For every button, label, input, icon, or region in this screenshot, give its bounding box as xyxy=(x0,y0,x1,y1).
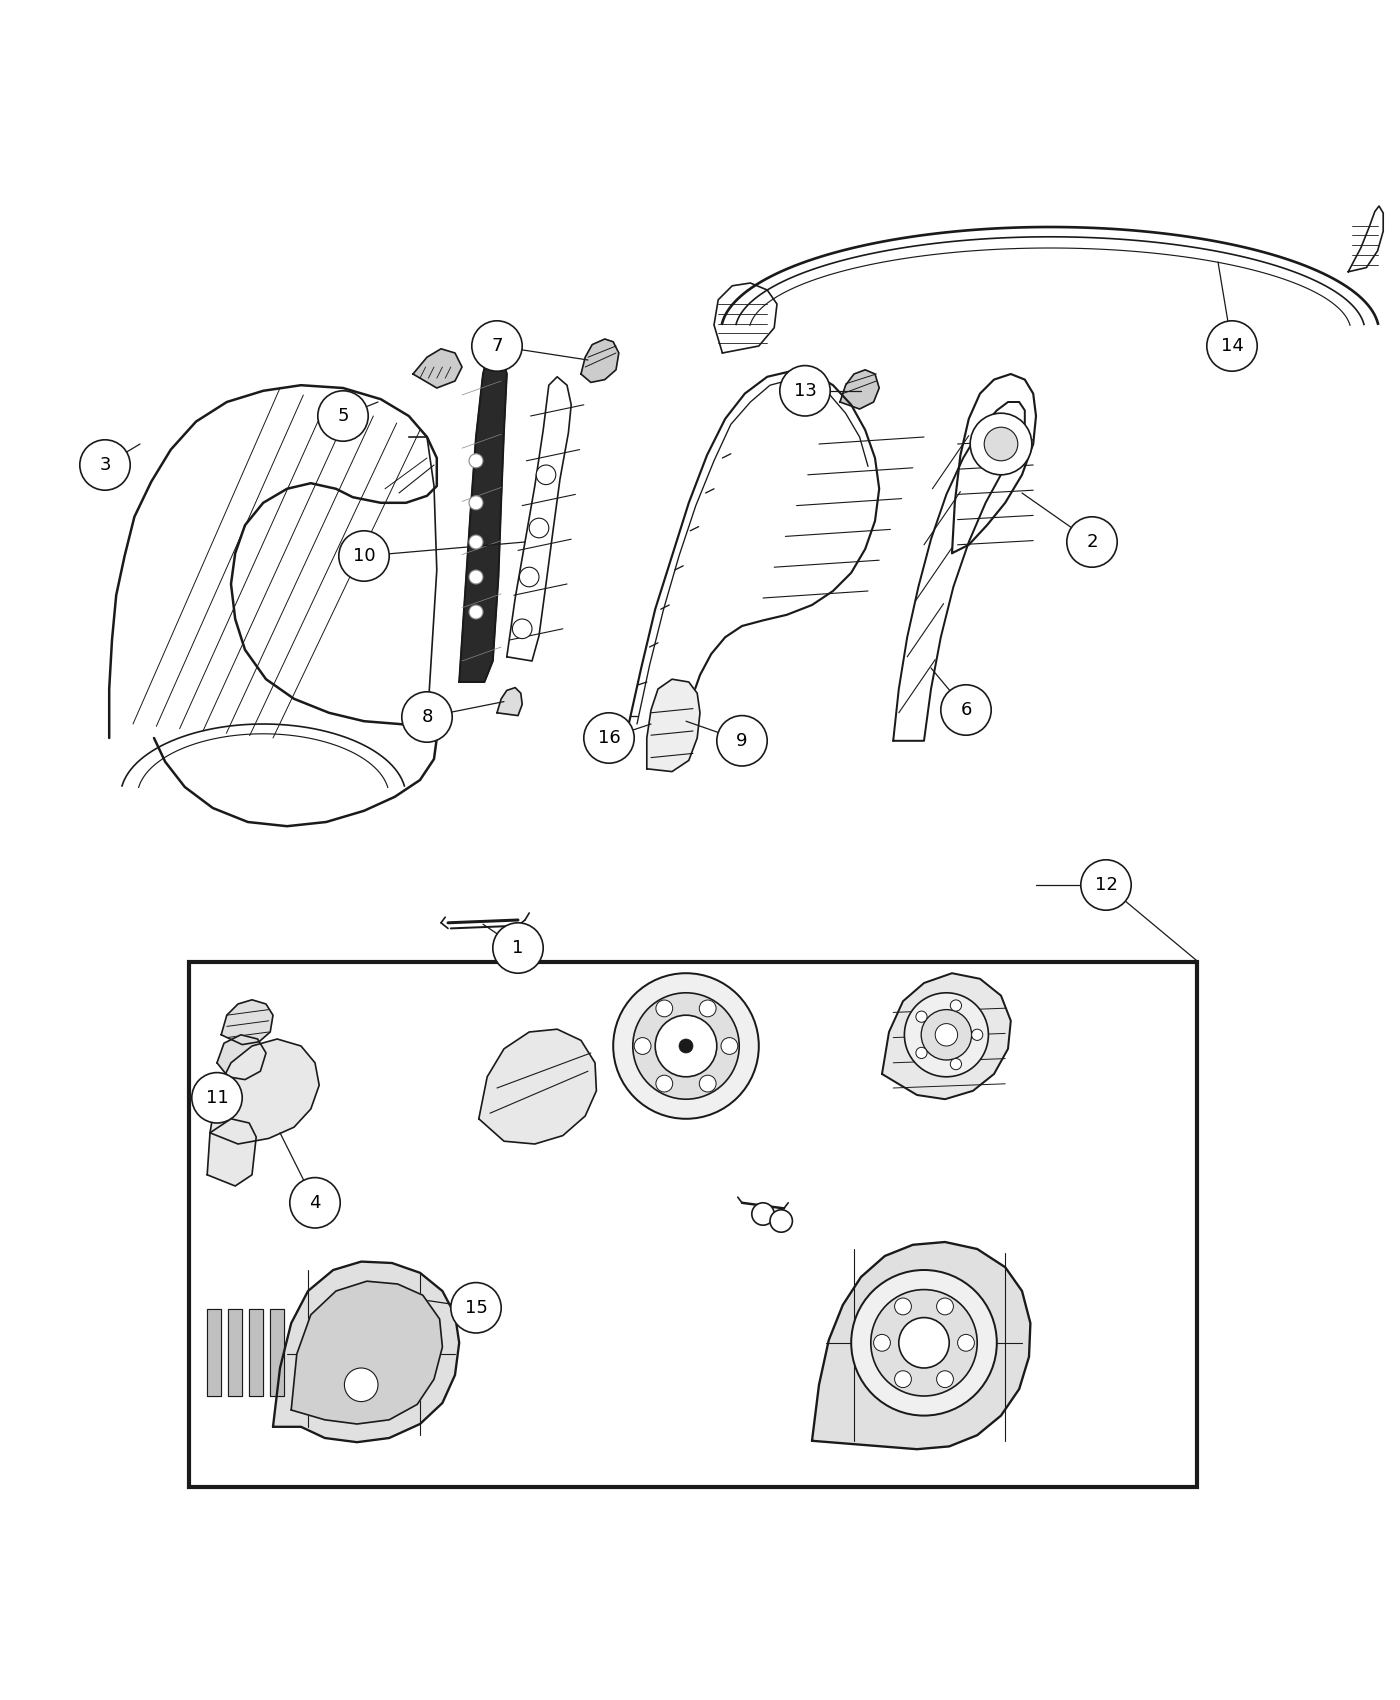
Circle shape xyxy=(937,1299,953,1314)
Polygon shape xyxy=(207,1309,221,1396)
Circle shape xyxy=(469,570,483,585)
Polygon shape xyxy=(413,348,462,388)
Circle shape xyxy=(958,1334,974,1352)
Text: 2: 2 xyxy=(1086,534,1098,551)
Circle shape xyxy=(951,1000,962,1011)
Circle shape xyxy=(536,466,556,484)
Circle shape xyxy=(318,391,368,442)
Text: 4: 4 xyxy=(309,1193,321,1212)
Polygon shape xyxy=(581,338,619,382)
Text: 15: 15 xyxy=(465,1299,487,1318)
Text: 6: 6 xyxy=(960,700,972,719)
Circle shape xyxy=(916,1047,927,1059)
Circle shape xyxy=(469,454,483,468)
Circle shape xyxy=(512,619,532,639)
Circle shape xyxy=(192,1073,242,1124)
Circle shape xyxy=(937,1370,953,1387)
Polygon shape xyxy=(207,1119,256,1187)
Polygon shape xyxy=(217,1035,266,1080)
Circle shape xyxy=(469,605,483,619)
Circle shape xyxy=(935,1023,958,1046)
Circle shape xyxy=(941,685,991,734)
Circle shape xyxy=(984,427,1018,461)
FancyBboxPatch shape xyxy=(189,962,1197,1488)
Circle shape xyxy=(493,923,543,972)
Circle shape xyxy=(972,1028,983,1040)
Text: 13: 13 xyxy=(794,382,816,399)
Text: 12: 12 xyxy=(1095,876,1117,894)
Text: 1: 1 xyxy=(512,938,524,957)
Circle shape xyxy=(721,1037,738,1054)
Polygon shape xyxy=(840,371,879,410)
Polygon shape xyxy=(497,687,522,716)
Circle shape xyxy=(951,1059,962,1069)
Text: 11: 11 xyxy=(206,1088,228,1107)
Polygon shape xyxy=(1348,206,1383,272)
Polygon shape xyxy=(952,374,1036,552)
Text: 8: 8 xyxy=(421,707,433,726)
Circle shape xyxy=(519,568,539,586)
Circle shape xyxy=(469,536,483,549)
Circle shape xyxy=(770,1210,792,1232)
Circle shape xyxy=(780,366,830,416)
Circle shape xyxy=(921,1010,972,1061)
Polygon shape xyxy=(291,1282,442,1425)
Circle shape xyxy=(1081,860,1131,910)
Text: 14: 14 xyxy=(1221,337,1243,355)
Polygon shape xyxy=(210,1039,319,1144)
Polygon shape xyxy=(270,1309,284,1396)
Polygon shape xyxy=(221,1000,273,1044)
Circle shape xyxy=(899,1318,949,1368)
Circle shape xyxy=(634,1037,651,1054)
Circle shape xyxy=(613,972,759,1119)
Circle shape xyxy=(904,993,988,1076)
Circle shape xyxy=(655,1000,672,1017)
Circle shape xyxy=(895,1299,911,1314)
Text: 16: 16 xyxy=(598,729,620,746)
Circle shape xyxy=(655,1074,672,1091)
Circle shape xyxy=(970,413,1032,474)
Polygon shape xyxy=(714,282,777,354)
Circle shape xyxy=(402,692,452,743)
Circle shape xyxy=(655,1015,717,1076)
Polygon shape xyxy=(647,680,700,772)
Circle shape xyxy=(1207,321,1257,371)
Polygon shape xyxy=(812,1243,1030,1448)
Circle shape xyxy=(451,1282,501,1333)
Circle shape xyxy=(699,1000,715,1017)
Circle shape xyxy=(752,1204,774,1226)
Circle shape xyxy=(290,1178,340,1227)
Polygon shape xyxy=(249,1309,263,1396)
Circle shape xyxy=(699,1074,715,1091)
Circle shape xyxy=(469,496,483,510)
Text: 10: 10 xyxy=(353,547,375,564)
Circle shape xyxy=(916,1012,927,1022)
Polygon shape xyxy=(882,972,1011,1100)
Circle shape xyxy=(871,1290,977,1396)
Circle shape xyxy=(717,716,767,767)
Text: 5: 5 xyxy=(337,406,349,425)
Circle shape xyxy=(339,530,389,581)
Circle shape xyxy=(472,321,522,371)
Polygon shape xyxy=(273,1261,459,1442)
Text: 3: 3 xyxy=(99,456,111,474)
Polygon shape xyxy=(479,1028,596,1144)
Circle shape xyxy=(851,1270,997,1416)
Circle shape xyxy=(679,1039,693,1052)
Circle shape xyxy=(895,1370,911,1387)
Circle shape xyxy=(584,712,634,763)
Polygon shape xyxy=(893,401,1025,741)
Circle shape xyxy=(80,440,130,490)
Polygon shape xyxy=(459,347,507,682)
Circle shape xyxy=(874,1334,890,1352)
Text: 7: 7 xyxy=(491,337,503,355)
Circle shape xyxy=(633,993,739,1100)
Text: 9: 9 xyxy=(736,731,748,750)
Circle shape xyxy=(529,518,549,537)
Circle shape xyxy=(344,1368,378,1401)
Polygon shape xyxy=(228,1309,242,1396)
Circle shape xyxy=(1067,517,1117,568)
